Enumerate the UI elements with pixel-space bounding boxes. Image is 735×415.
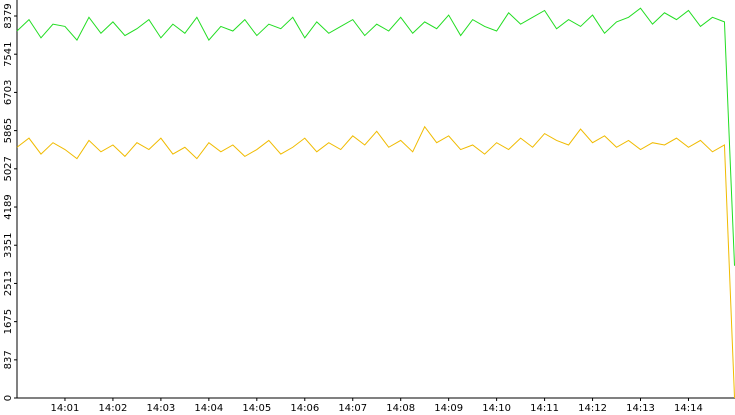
y-tick-label: 1675 (3, 309, 14, 334)
y-tick-label: 6703 (3, 80, 14, 105)
x-tick-label: 14:05 (242, 403, 271, 414)
y-tick-label: 5027 (3, 156, 14, 181)
x-tick-label: 14:07 (338, 403, 367, 414)
x-tick-label: 14:14 (674, 403, 703, 414)
x-tick-label: 14:12 (578, 403, 607, 414)
y-tick-label: 4189 (3, 194, 14, 219)
y-tick-label: 8379 (3, 3, 14, 28)
x-tick-label: 14:09 (434, 403, 463, 414)
y-tick-label: 3351 (3, 233, 14, 258)
x-tick-label: 14:01 (51, 403, 80, 414)
x-tick-label: 14:10 (482, 403, 511, 414)
x-tick-label: 14:08 (386, 403, 415, 414)
data-line (16, 7, 735, 266)
y-tick-label: 0 (3, 395, 14, 401)
x-tick-label: 14:04 (194, 403, 223, 414)
x-tick-label: 14:13 (626, 403, 655, 414)
x-tick-label: 14:11 (530, 403, 559, 414)
y-tick-label: 5865 (3, 118, 14, 143)
y-tick-label: 837 (3, 350, 14, 369)
x-tick-label: 14:03 (146, 403, 175, 414)
y-tick-label: 2513 (3, 271, 14, 296)
x-tick-label: 14:02 (99, 403, 128, 414)
x-tick-label: 14:06 (290, 403, 319, 414)
data-line (16, 125, 735, 399)
y-tick-label: 7541 (3, 41, 14, 66)
